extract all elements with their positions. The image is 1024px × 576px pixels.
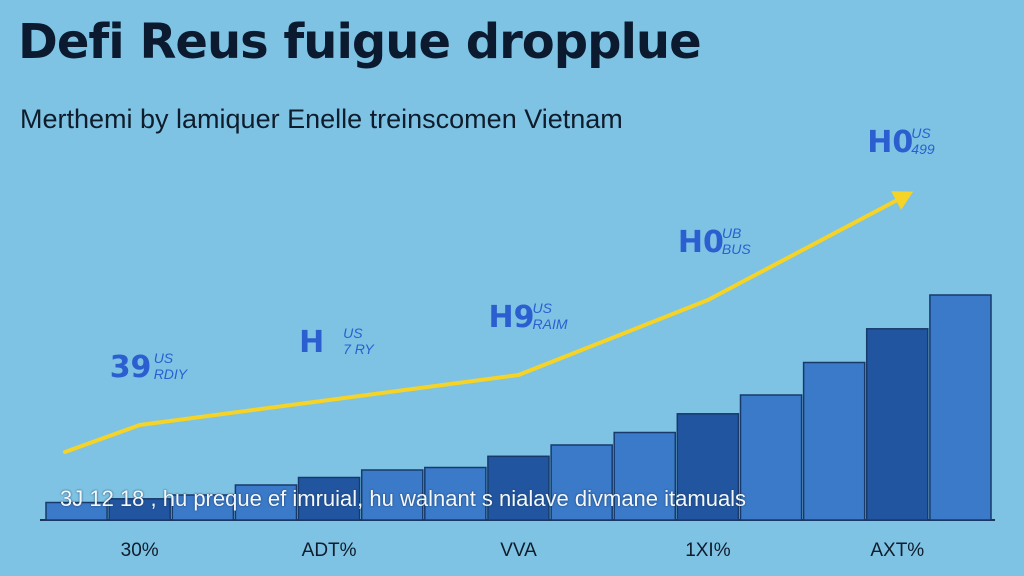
x-tick-label: AXT%: [870, 540, 924, 561]
value-label-big: H9: [489, 300, 535, 335]
x-tick-label: VVA: [500, 540, 537, 561]
bar: [802, 361, 866, 521]
bar: [676, 413, 740, 521]
value-label-big: H0: [678, 225, 724, 260]
trend-line: [63, 198, 900, 454]
bar: [424, 466, 487, 521]
x-tick-label: 1XI%: [685, 540, 731, 561]
bar: [108, 498, 171, 521]
value-label-big: H0: [867, 125, 913, 160]
chart-subtitle: Merthemi by lamiquer Enelle treinscomen …: [20, 104, 623, 134]
bar: [45, 501, 108, 521]
value-label-big: 39: [110, 350, 152, 385]
value-label-small: US: [533, 300, 553, 316]
value-label-big: H: [299, 325, 324, 360]
value-label-small: 7 RY: [343, 341, 375, 357]
value-label-small: UB: [722, 225, 741, 241]
bar: [171, 494, 235, 521]
bar: [929, 294, 992, 521]
chart-caption: 3J 12 18 , hu preque ef imruial, hu waln…: [60, 486, 747, 511]
bar: [487, 455, 550, 521]
bar: [297, 476, 361, 521]
bar: [550, 444, 613, 521]
value-label-small: US: [154, 350, 174, 366]
value-label-small: US: [911, 125, 931, 141]
value-label-small: BUS: [722, 241, 751, 257]
value-label-small: 499: [911, 141, 935, 157]
bar: [613, 431, 677, 521]
bar: [865, 328, 929, 521]
trend-arrowhead: [891, 191, 914, 210]
bar: [234, 484, 298, 521]
value-label-small: RDIY: [154, 366, 189, 382]
bar: [360, 469, 424, 521]
x-tick-label: 30%: [121, 540, 159, 561]
value-label-small: RAIM: [533, 316, 568, 332]
x-tick-label: ADT%: [302, 540, 357, 561]
value-label-small: US: [343, 325, 363, 341]
bar: [739, 394, 803, 521]
chart-title: Defi Reus fuigue dropplue: [18, 14, 702, 70]
